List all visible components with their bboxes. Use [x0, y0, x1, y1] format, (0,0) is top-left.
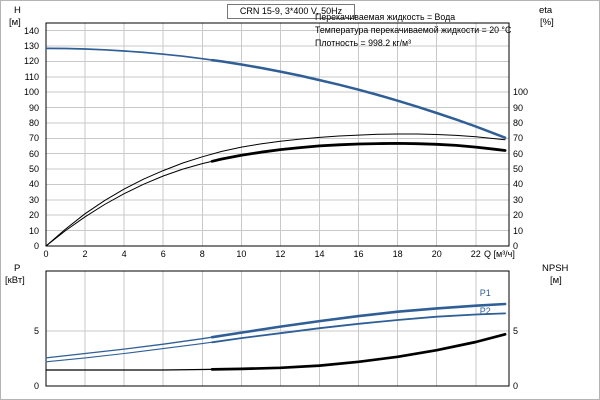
q-axis-label: Q [м³/ч] [484, 249, 515, 259]
head-curve-duty [210, 58, 507, 139]
top-y-tick-left: 60 [28, 148, 39, 159]
p2-curve-duty [211, 312, 507, 344]
top-y-tick-left: 130 [23, 41, 39, 52]
annotation-temperature: Температура перекачиваемой жидкости = 20… [315, 25, 512, 35]
x-tick: 10 [236, 249, 247, 259]
top-y-tick-left: 140 [23, 25, 39, 36]
eta-axis-unit: [%] [540, 17, 554, 28]
eta-total-curve-duty [210, 141, 507, 163]
top-y-tick-right: 100 [513, 87, 529, 98]
top-y-tick-left: 50 [28, 164, 39, 175]
top-y-tick-right: 50 [513, 164, 524, 175]
p1-curve-duty [210, 302, 507, 339]
x-tick: 4 [121, 249, 127, 259]
x-tick: 0 [43, 249, 49, 259]
top-y-tick-right: 20 [513, 210, 524, 221]
annotation-liquid: Перекачиваемая жидкость = Вода [315, 12, 456, 22]
curve-label-p1: P1 [479, 288, 491, 298]
x-tick: 20 [431, 249, 442, 259]
x-tick: 2 [82, 249, 88, 259]
top-y-tick-right: 0 [513, 241, 519, 251]
curve-label-p2: P2 [479, 306, 491, 317]
top-y-tick-left: 70 [28, 133, 39, 144]
x-tick: 16 [353, 249, 364, 259]
top-y-tick-left: 0 [33, 241, 39, 251]
x-tick: 6 [160, 249, 166, 259]
top-y-tick-left: 90 [28, 102, 39, 113]
h-axis-name: H [14, 5, 21, 16]
top-y-tick-left: 10 [28, 225, 39, 236]
x-tick: 22 [470, 249, 481, 259]
top-y-tick-right: 80 [513, 117, 524, 128]
top-y-tick-right: 60 [513, 148, 524, 159]
annotation-density: Плотность = 998.2 кг/м³ [315, 38, 412, 48]
eta-pump-curve [45, 133, 506, 247]
x-tick: 12 [275, 249, 286, 259]
p-axis-unit: [кВт] [5, 275, 25, 286]
top-y-tick-right: 40 [513, 179, 524, 190]
top-y-tick-left: 110 [24, 71, 39, 82]
top-y-tick-left: 100 [23, 87, 39, 98]
bottom-panel [45, 270, 510, 387]
top-y-tick-right: 70 [513, 133, 524, 144]
bottom-y-tick-left: 0 [33, 381, 39, 391]
top-y-tick-left: 120 [23, 56, 39, 67]
npsh-curve-duty [210, 332, 507, 371]
chart-title: CRN 15-9, 3*400 V, 50Hz [227, 4, 355, 19]
top-y-tick-left: 20 [28, 210, 39, 221]
bottom-y-tick-right: 5 [513, 325, 519, 336]
npsh-axis-unit: [м] [550, 275, 562, 286]
top-y-tick-right: 90 [513, 102, 524, 113]
eta-axis-name: eta [539, 5, 553, 16]
top-y-tick-left: 80 [28, 117, 39, 128]
top-y-tick-right: 10 [513, 225, 524, 236]
h-axis-unit: [м] [9, 17, 21, 28]
p-axis-name: P [14, 263, 21, 274]
top-panel [45, 22, 510, 247]
x-tick: 14 [314, 249, 325, 259]
plot-border [45, 270, 510, 387]
top-y-tick-left: 30 [28, 194, 39, 205]
bottom-y-tick-right: 0 [513, 381, 519, 391]
plot-border [45, 22, 510, 247]
x-tick: 18 [392, 249, 403, 259]
npsh-axis-name: NPSH [542, 263, 569, 274]
x-tick: 8 [199, 249, 205, 259]
top-y-tick-left: 40 [28, 179, 39, 190]
bottom-y-tick-left: 5 [33, 325, 39, 336]
top-y-tick-right: 30 [513, 194, 524, 205]
